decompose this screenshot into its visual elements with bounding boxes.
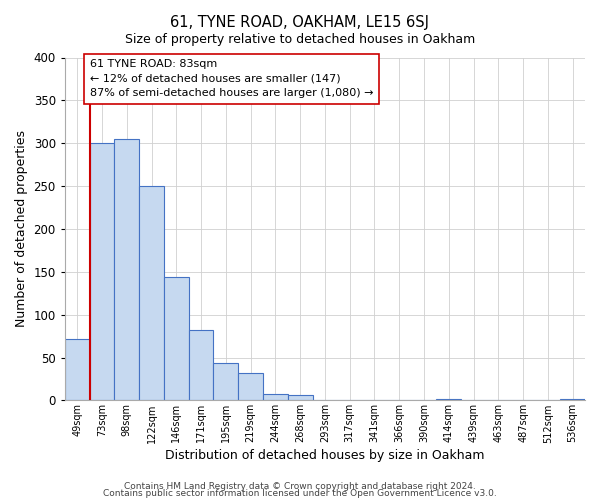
Bar xyxy=(115,139,139,400)
X-axis label: Distribution of detached houses by size in Oakham: Distribution of detached houses by size … xyxy=(165,450,485,462)
Y-axis label: Number of detached properties: Number of detached properties xyxy=(15,130,28,328)
Bar xyxy=(214,362,238,401)
Bar xyxy=(560,398,585,400)
Bar xyxy=(139,186,164,400)
Bar xyxy=(188,330,214,400)
Text: Contains HM Land Registry data © Crown copyright and database right 2024.: Contains HM Land Registry data © Crown c… xyxy=(124,482,476,491)
Bar xyxy=(65,338,89,400)
Bar xyxy=(238,373,263,400)
Text: 61 TYNE ROAD: 83sqm
← 12% of detached houses are smaller (147)
87% of semi-detac: 61 TYNE ROAD: 83sqm ← 12% of detached ho… xyxy=(89,59,373,98)
Text: 61, TYNE ROAD, OAKHAM, LE15 6SJ: 61, TYNE ROAD, OAKHAM, LE15 6SJ xyxy=(170,15,430,30)
Bar xyxy=(164,277,188,400)
Bar xyxy=(89,143,115,401)
Text: Contains public sector information licensed under the Open Government Licence v3: Contains public sector information licen… xyxy=(103,490,497,498)
Text: Size of property relative to detached houses in Oakham: Size of property relative to detached ho… xyxy=(125,32,475,46)
Bar xyxy=(436,398,461,400)
Bar xyxy=(263,394,288,400)
Bar xyxy=(288,396,313,400)
